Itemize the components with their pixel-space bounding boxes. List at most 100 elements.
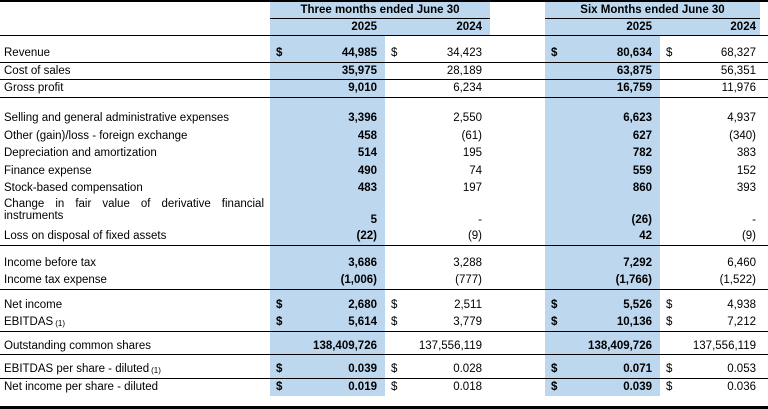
table-row: Finance expense 490 74 559 152 <box>0 162 768 180</box>
dollar-sign: $ <box>391 363 398 376</box>
table-row: Revenue $44,985 $34,423 $80,634 $68,327 <box>0 45 768 63</box>
year-header-six-months-2024: 2024 <box>660 19 760 35</box>
value-three-months-2024: 74 <box>385 162 490 180</box>
spacer-cell <box>270 36 385 45</box>
value-three-months-2025: (22) <box>270 228 385 245</box>
cell-value: 137,556,119 <box>692 339 756 352</box>
dollar-sign: $ <box>276 47 283 60</box>
row-label: Stock-based compensation <box>4 182 143 195</box>
value-six-months-2025: (1,766) <box>545 272 660 289</box>
table-row: Stock-based compensation 483 197 860 393 <box>0 179 768 197</box>
dollar-sign: $ <box>276 381 283 394</box>
cell-value: 458 <box>357 129 377 142</box>
cell-value: 138,409,726 <box>588 339 652 352</box>
table-body: Revenue $44,985 $34,423 $80,634 $68,327 … <box>0 36 768 396</box>
dollar-sign: $ <box>276 299 283 312</box>
spacer-row <box>0 97 768 110</box>
value-three-months-2025: 483 <box>270 179 385 197</box>
table-row: Net income $2,680 $2,511 $5,526 $4,938 <box>0 296 768 315</box>
spacer-row <box>0 36 768 45</box>
column-gap <box>490 127 545 145</box>
spacer-cell <box>385 290 490 297</box>
table-row: EBITDAS (1) $5,614 $3,779 $10,136 $7,212 <box>0 314 768 332</box>
value-six-months-2024: 4,937 <box>660 110 768 128</box>
dollar-sign: $ <box>276 363 283 376</box>
cell-value: 2,550 <box>453 112 482 125</box>
cell-value: 483 <box>357 182 377 195</box>
value-three-months-2025: 3,686 <box>270 254 385 272</box>
cell-value: 137,556,119 <box>418 339 482 352</box>
cell-value: 28,189 <box>446 64 482 77</box>
cell-value: 6,460 <box>727 257 756 270</box>
value-six-months-2024: - <box>660 197 768 228</box>
spacer-cell <box>545 36 660 45</box>
cell-value: 0.071 <box>623 363 652 376</box>
cell-value: 6,623 <box>623 112 652 125</box>
cell-value: 68,327 <box>720 47 756 60</box>
cell-value: 2,511 <box>454 299 482 312</box>
column-gap <box>490 379 545 397</box>
spacer-cell <box>545 331 660 338</box>
spacer-cell <box>660 98 768 110</box>
column-gap <box>490 297 545 315</box>
value-three-months-2025: 490 <box>270 162 385 180</box>
cell-value: 5,526 <box>623 299 652 312</box>
cell-value: 34,423 <box>446 47 482 60</box>
value-three-months-2025: 514 <box>270 144 385 162</box>
row-label: Depreciation and amortization <box>4 147 157 160</box>
cell-value: 5 <box>370 214 377 226</box>
value-six-months-2025: 6,623 <box>545 109 660 127</box>
spacer-cell <box>545 245 660 255</box>
row-label: Cost of sales <box>4 64 71 77</box>
value-six-months-2024: (1,522) <box>660 272 768 289</box>
column-gap <box>490 255 545 273</box>
value-three-months-2025: 5 <box>270 197 385 228</box>
value-six-months-2024: (9) <box>660 228 768 245</box>
value-three-months-2024: $0.018 <box>385 379 490 397</box>
column-gap <box>490 314 545 331</box>
spacer-cell <box>0 290 270 297</box>
table-row: Other (gain)/loss - foreign exchange 458… <box>0 127 768 145</box>
footnote-marker: (1) <box>55 318 65 328</box>
column-gap <box>490 361 545 378</box>
value-six-months-2024: $68,327 <box>660 45 768 62</box>
value-six-months-2025: 42 <box>545 228 660 245</box>
value-six-months-2025: 782 <box>545 144 660 162</box>
cell-value: 4,937 <box>727 112 756 125</box>
spacer-cell <box>0 36 270 45</box>
value-six-months-2025: $5,526 <box>545 296 660 314</box>
spacer-cell <box>0 98 270 110</box>
cell-value: 3,779 <box>453 316 482 329</box>
column-gap <box>490 228 545 245</box>
cell-value: 138,409,726 <box>313 339 377 352</box>
spacer-cell <box>270 355 385 361</box>
value-three-months-2025: 9,010 <box>270 80 385 97</box>
row-label: Revenue <box>4 47 51 60</box>
row-label: Income tax expense <box>4 274 107 287</box>
cell-value: 0.053 <box>727 363 756 376</box>
spacer-cell <box>545 97 660 110</box>
cell-value: (1,006) <box>340 274 377 287</box>
column-gap <box>490 110 545 128</box>
value-six-months-2024: 6,460 <box>660 255 768 273</box>
empty-header-cell <box>0 19 270 35</box>
cell-value: 10,136 <box>616 316 652 329</box>
cell-value: (9) <box>741 230 756 243</box>
year-label: 2024 <box>456 21 482 33</box>
table-row: Outstanding common shares 138,409,726 13… <box>0 337 768 355</box>
empty-header-cell <box>0 2 270 19</box>
spacer-cell <box>660 36 768 45</box>
row-label: Income before tax <box>4 257 97 270</box>
row-label: Change in fair value of derivative finan… <box>4 198 264 222</box>
value-three-months-2025: $0.039 <box>270 361 385 378</box>
spacer-cell <box>490 290 545 297</box>
table-row: Depreciation and amortization 514 195 78… <box>0 144 768 162</box>
cell-value: (777) <box>455 274 482 287</box>
cell-value: 383 <box>736 147 756 160</box>
value-three-months-2024: $34,423 <box>385 45 490 62</box>
value-three-months-2024: $3,779 <box>385 314 490 331</box>
value-three-months-2024: 3,288 <box>385 255 490 273</box>
cell-value: 9,010 <box>348 82 377 95</box>
cell-value: 11,976 <box>721 82 756 95</box>
value-three-months-2025: 35,975 <box>270 62 385 79</box>
